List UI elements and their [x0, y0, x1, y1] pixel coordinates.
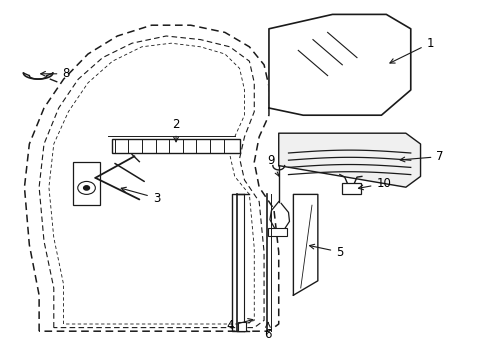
FancyBboxPatch shape — [267, 228, 286, 236]
Text: 1: 1 — [389, 37, 433, 63]
Text: 7: 7 — [399, 150, 443, 163]
Circle shape — [78, 181, 95, 194]
Text: 9: 9 — [267, 154, 279, 176]
FancyBboxPatch shape — [342, 183, 360, 194]
Text: 3: 3 — [121, 187, 160, 204]
Polygon shape — [293, 194, 317, 295]
FancyBboxPatch shape — [112, 139, 239, 153]
FancyBboxPatch shape — [73, 162, 100, 205]
Text: 6: 6 — [264, 322, 271, 341]
Text: 10: 10 — [358, 177, 390, 190]
Text: 2: 2 — [172, 118, 180, 142]
Text: 8: 8 — [41, 67, 70, 80]
Polygon shape — [268, 14, 410, 115]
Polygon shape — [278, 133, 420, 187]
Text: 4: 4 — [225, 319, 252, 332]
FancyBboxPatch shape — [238, 322, 245, 331]
Circle shape — [83, 186, 89, 190]
Text: 5: 5 — [309, 244, 343, 258]
